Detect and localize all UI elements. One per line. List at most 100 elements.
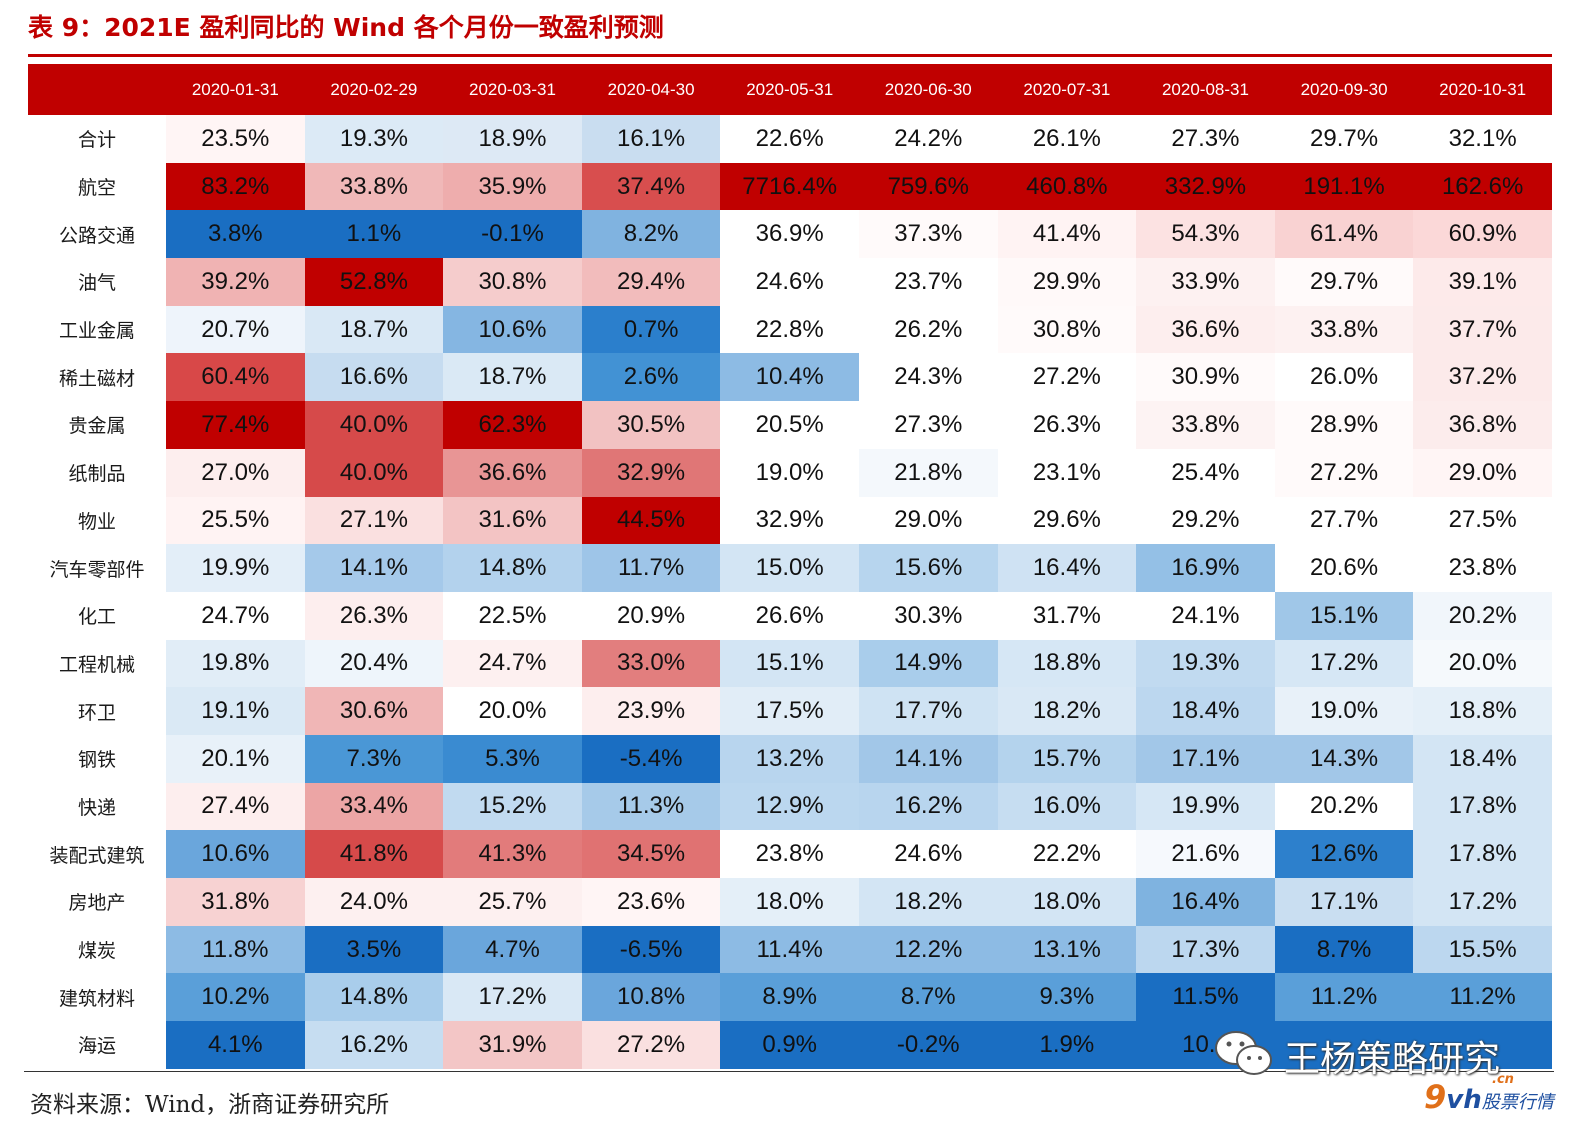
- value-cell: -6.5%: [581, 925, 721, 974]
- value-cell: 16.6%: [304, 353, 444, 402]
- column-header: 2020-05-31: [720, 64, 859, 115]
- value-cell: 15.0%: [720, 544, 859, 592]
- value-cell: 24.6%: [720, 258, 859, 306]
- value-cell: 26.3%: [997, 401, 1137, 449]
- value-cell: 759.6%: [858, 162, 998, 211]
- value-cell: 22.5%: [443, 591, 582, 640]
- value-cell: 11.8%: [166, 925, 305, 974]
- value-cell: 19.3%: [304, 115, 444, 163]
- value-cell: 23.1%: [997, 448, 1137, 497]
- value-cell: 27.1%: [304, 496, 444, 545]
- value-cell: 17.2%: [443, 973, 582, 1022]
- value-cell: 30.8%: [997, 305, 1137, 354]
- value-cell: 14.9%: [858, 639, 998, 688]
- value-cell: 30.9%: [1136, 353, 1275, 402]
- value-cell: 40.0%: [304, 448, 444, 497]
- value-cell: 162.6%: [1413, 162, 1552, 211]
- value-cell: 0.9%: [720, 1021, 859, 1069]
- value-cell: 2.6%: [581, 353, 721, 402]
- value-cell: 3.8%: [166, 210, 305, 259]
- value-cell: 31.9%: [443, 1021, 582, 1069]
- value-cell: 12.9%: [720, 782, 859, 831]
- value-cell: 29.4%: [581, 258, 721, 306]
- value-cell: 5.3%: [443, 734, 582, 783]
- value-cell: 19.0%: [720, 448, 859, 497]
- value-cell: 4.7%: [443, 925, 582, 974]
- value-cell: 32.9%: [581, 448, 721, 497]
- value-cell: 14.8%: [443, 544, 582, 592]
- value-cell: 15.1%: [720, 639, 859, 688]
- row-label: 装配式建筑: [28, 830, 166, 878]
- row-label: 油气: [28, 258, 166, 306]
- value-cell: 17.1%: [1274, 878, 1414, 926]
- value-cell: 14.8%: [304, 973, 444, 1022]
- value-cell: 31.8%: [166, 878, 305, 926]
- value-cell: 24.3%: [858, 353, 998, 402]
- value-cell: 83.2%: [166, 162, 305, 211]
- value-cell: 11.7%: [581, 544, 721, 592]
- value-cell: 23.8%: [1413, 544, 1552, 592]
- value-cell: 34.5%: [581, 830, 721, 878]
- column-header: 2020-02-29: [304, 64, 444, 115]
- value-cell: 460.8%: [997, 162, 1137, 211]
- table-row: 工业金属 20.7% 18.7% 10.6% 0.7% 22.8% 26.2% 30.8% 36…: [28, 305, 1552, 354]
- value-cell: 20.7%: [166, 305, 305, 354]
- value-cell: 7.3%: [304, 734, 444, 783]
- value-cell: 20.2%: [1274, 782, 1414, 831]
- value-cell: 19.0%: [1274, 687, 1414, 735]
- table-row: 化工 24.7% 26.3% 22.5% 20.9% 26.6% 30.3% 31.7% 24.…: [28, 591, 1552, 640]
- value-cell: 23.5%: [166, 115, 305, 163]
- row-label: 建筑材料: [28, 973, 166, 1022]
- value-cell: 30.6%: [304, 687, 444, 735]
- value-cell: 15.2%: [443, 782, 582, 831]
- value-cell: 37.4%: [581, 162, 721, 211]
- table-row: 工程机械 19.8% 20.4% 24.7% 33.0% 15.1% 14.9% 18.8% 1…: [28, 639, 1552, 688]
- logo-nine: 9: [1424, 1078, 1447, 1116]
- value-cell: 24.1%: [1136, 591, 1275, 640]
- value-cell: 29.0%: [1413, 448, 1552, 497]
- value-cell: 26.3%: [304, 591, 444, 640]
- site-logo: 9vh股票行情 .cn: [1424, 1072, 1554, 1116]
- value-cell: 36.8%: [1413, 401, 1552, 449]
- value-cell: 24.7%: [166, 591, 305, 640]
- value-cell: -5.4%: [581, 734, 721, 783]
- value-cell: 52.8%: [304, 258, 444, 306]
- column-header: 2020-08-31: [1136, 64, 1275, 115]
- value-cell: 41.8%: [304, 830, 444, 878]
- value-cell: 15.7%: [997, 734, 1137, 783]
- value-cell: 18.0%: [720, 878, 859, 926]
- value-cell: 20.0%: [1413, 639, 1552, 688]
- value-cell: 26.0%: [1274, 353, 1414, 402]
- table-row: 稀土磁材 60.4% 16.6% 18.7% 2.6% 10.4% 24.3% 27.2% 30…: [28, 353, 1552, 402]
- logo-cn: .cn: [1492, 1072, 1514, 1087]
- value-cell: 15.5%: [1413, 925, 1552, 974]
- value-cell: 17.7%: [858, 687, 998, 735]
- value-cell: 18.9%: [443, 115, 582, 163]
- value-cell: 13.2%: [720, 734, 859, 783]
- value-cell: 23.7%: [858, 258, 998, 306]
- value-cell: 31.6%: [443, 496, 582, 545]
- value-cell: 20.0%: [443, 687, 582, 735]
- row-label: 化工: [28, 591, 166, 640]
- table-row: 快递 27.4% 33.4% 15.2% 11.3% 12.9% 16.2% 16.0% 19.…: [28, 782, 1552, 831]
- value-cell: 16.9%: [1136, 544, 1275, 592]
- value-cell: 7716.4%: [720, 162, 859, 211]
- value-cell: 36.9%: [720, 210, 859, 259]
- value-cell: 21.8%: [858, 448, 998, 497]
- column-header: 2020-04-30: [581, 64, 721, 115]
- value-cell: 77.4%: [166, 401, 305, 449]
- value-cell: 33.8%: [1136, 401, 1275, 449]
- watermark: 王杨策略研究: [1212, 1026, 1564, 1082]
- table-row: 物业 25.5% 27.1% 31.6% 44.5% 32.9% 29.0% 29.6% 29.…: [28, 496, 1552, 545]
- table-row: 建筑材料 10.2% 14.8% 17.2% 10.8% 8.9% 8.7% 9.3% 11.5…: [28, 973, 1552, 1022]
- value-cell: 8.2%: [581, 210, 721, 259]
- value-cell: 27.0%: [166, 448, 305, 497]
- value-cell: 27.4%: [166, 782, 305, 831]
- value-cell: 332.9%: [1136, 162, 1275, 211]
- value-cell: 11.3%: [581, 782, 721, 831]
- value-cell: 29.9%: [997, 258, 1137, 306]
- value-cell: 36.6%: [443, 448, 582, 497]
- value-cell: 27.2%: [1274, 448, 1414, 497]
- value-cell: 29.0%: [858, 496, 998, 545]
- table-row: 航空 83.2% 33.8% 35.9% 37.4% 7716.4% 759.6% 460.8…: [28, 162, 1552, 211]
